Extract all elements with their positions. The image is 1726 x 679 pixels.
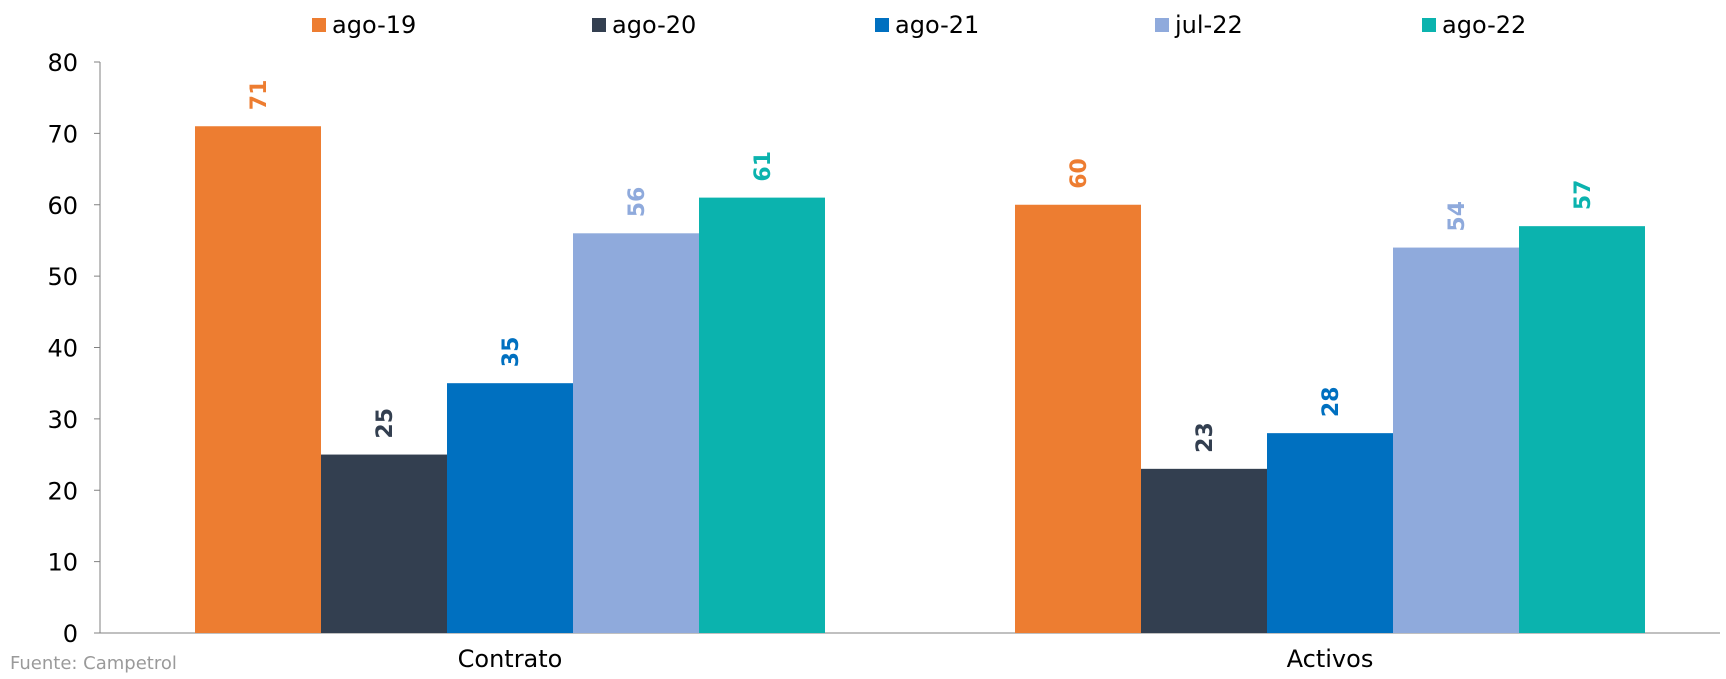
bar-ago-20 [321, 454, 447, 633]
y-tick-label: 50 [47, 263, 78, 291]
legend-swatch [875, 18, 889, 32]
legend-swatch [312, 18, 326, 32]
y-tick-label: 60 [47, 192, 78, 220]
legend-item: ago-20 [592, 8, 696, 42]
legend-swatch [1422, 18, 1436, 32]
data-label: 61 [751, 151, 776, 182]
source-note: Fuente: Campetrol [10, 653, 177, 674]
legend-swatch [1155, 18, 1169, 32]
x-tick-label: Activos [1287, 645, 1374, 673]
data-label: 57 [1571, 180, 1596, 211]
bar-jul-22 [573, 233, 699, 634]
bar-ago-19 [1015, 204, 1141, 633]
data-label: 25 [373, 408, 398, 439]
data-label: 71 [247, 80, 272, 111]
y-tick-label: 40 [47, 335, 78, 363]
data-label: 54 [1445, 201, 1470, 232]
data-label: 60 [1067, 158, 1092, 189]
y-tick-label: 10 [47, 549, 78, 577]
legend-label: ago-21 [895, 11, 980, 39]
legend-item: ago-22 [1422, 8, 1526, 42]
bar-ago-21 [1267, 433, 1393, 633]
bar-ago-22 [699, 197, 825, 634]
legend-label: ago-19 [332, 11, 417, 39]
y-tick-label: 30 [47, 406, 78, 434]
legend-label: ago-20 [612, 11, 697, 39]
bar-ago-20 [1141, 468, 1267, 633]
legend-item: ago-19 [312, 8, 416, 42]
bar-ago-21 [447, 383, 573, 633]
y-tick-label: 70 [47, 120, 78, 148]
data-label: 28 [1319, 387, 1344, 418]
chart-legend: ago-19 ago-20 ago-21 jul-22 ago-22 [0, 8, 1726, 42]
legend-swatch [592, 18, 606, 32]
legend-label: jul-22 [1175, 11, 1243, 39]
legend-item: ago-21 [875, 8, 979, 42]
y-tick-label: 0 [63, 620, 78, 648]
data-label: 35 [499, 337, 524, 368]
bar-ago-22 [1519, 226, 1645, 633]
data-label: 23 [1193, 422, 1218, 453]
bar-ago-19 [195, 126, 321, 634]
legend-label: ago-22 [1442, 11, 1527, 39]
x-tick-label: Contrato [458, 645, 563, 673]
legend-item: jul-22 [1155, 8, 1243, 42]
data-label: 56 [625, 187, 650, 218]
y-tick-label: 20 [47, 477, 78, 505]
y-tick-label: 80 [47, 49, 78, 77]
bar-jul-22 [1393, 247, 1519, 633]
